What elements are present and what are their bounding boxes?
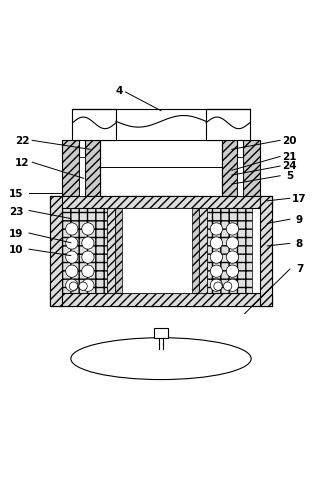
Text: 10: 10 [9, 245, 24, 254]
Bar [50, 197, 62, 306]
Circle shape [226, 223, 239, 236]
Circle shape [226, 238, 239, 250]
Bar [62, 140, 79, 197]
Circle shape [66, 279, 78, 292]
Circle shape [79, 282, 87, 291]
Bar [115, 197, 199, 306]
Circle shape [226, 252, 239, 264]
Bar [72, 110, 116, 140]
Bar [122, 209, 192, 294]
Circle shape [210, 238, 223, 250]
Circle shape [82, 252, 94, 264]
Circle shape [66, 238, 78, 250]
Text: 4: 4 [116, 85, 123, 96]
Bar [206, 110, 250, 140]
Bar [50, 294, 272, 306]
Circle shape [66, 223, 78, 236]
Circle shape [82, 238, 94, 250]
Circle shape [210, 279, 223, 292]
Bar [79, 157, 85, 197]
Text: 21: 21 [282, 152, 297, 161]
Bar [50, 197, 272, 306]
Bar [85, 140, 100, 197]
Circle shape [69, 282, 78, 291]
Circle shape [82, 223, 94, 236]
Text: 24: 24 [282, 161, 297, 171]
Ellipse shape [71, 338, 251, 380]
Text: 15: 15 [9, 189, 24, 198]
Bar [62, 209, 107, 294]
Text: 9: 9 [296, 214, 303, 224]
Bar [222, 140, 237, 197]
Circle shape [82, 279, 94, 292]
Bar [107, 209, 115, 294]
Bar [50, 197, 272, 209]
Circle shape [210, 252, 223, 264]
Bar [199, 209, 207, 294]
Bar [154, 328, 168, 338]
Bar [243, 140, 260, 197]
Text: 5: 5 [286, 171, 293, 181]
Text: 22: 22 [15, 135, 30, 145]
Text: 20: 20 [282, 135, 297, 145]
Circle shape [66, 252, 78, 264]
Text: 17: 17 [292, 193, 307, 203]
Circle shape [223, 282, 232, 291]
Circle shape [210, 223, 223, 236]
Circle shape [226, 279, 239, 292]
Circle shape [214, 282, 222, 291]
Bar [100, 140, 222, 197]
Text: 8: 8 [296, 238, 303, 248]
Circle shape [66, 265, 78, 278]
Bar [237, 157, 243, 197]
Circle shape [82, 265, 94, 278]
Text: 23: 23 [9, 206, 24, 216]
Circle shape [210, 265, 223, 278]
Text: 12: 12 [15, 158, 30, 168]
Bar [207, 209, 252, 294]
Bar [260, 197, 272, 306]
Text: 7: 7 [296, 264, 303, 274]
Circle shape [226, 265, 239, 278]
Text: 19: 19 [9, 228, 23, 239]
